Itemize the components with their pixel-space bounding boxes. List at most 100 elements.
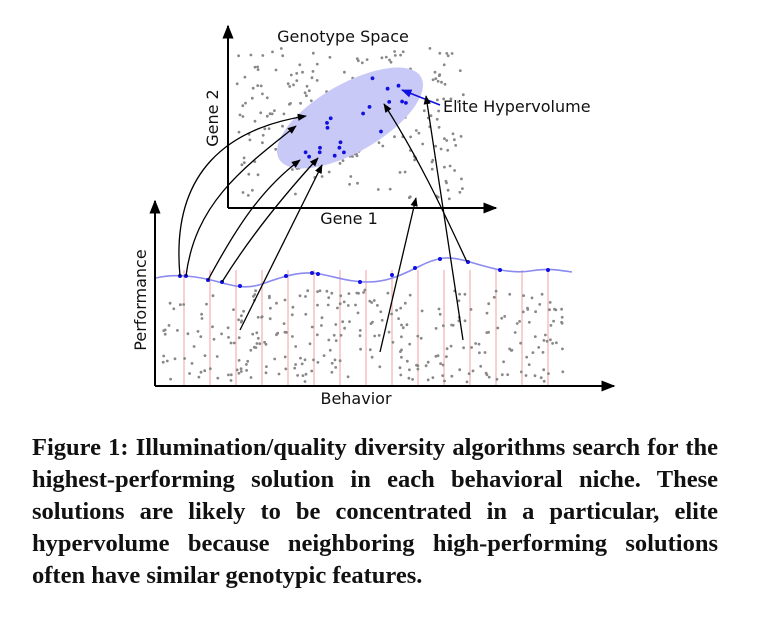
mapping-arrow (207, 159, 301, 281)
elite-pointer-arrow (401, 89, 441, 106)
grey-dot (261, 54, 265, 57)
grey-dot (376, 188, 380, 191)
grey-dot (359, 347, 362, 351)
grey-dot (409, 135, 412, 139)
grey-dot (474, 342, 477, 345)
grey-dot (477, 342, 481, 346)
grey-dot (305, 94, 308, 98)
grey-dot (561, 347, 564, 351)
grey-dot (446, 54, 450, 58)
grey-dot (176, 329, 179, 332)
grey-dot (301, 70, 304, 74)
grey-dot (438, 312, 442, 316)
grey-dot (378, 365, 382, 369)
grey-dot (494, 289, 498, 293)
elite-dot (413, 266, 417, 270)
grey-dot (316, 303, 319, 307)
grey-dot (242, 309, 246, 313)
grey-dot (368, 348, 372, 352)
elite-scatter (303, 76, 408, 159)
grey-dot (445, 355, 448, 358)
grey-dot (542, 368, 546, 372)
mapping-arrow (185, 125, 297, 277)
grey-dot (405, 359, 409, 363)
grey-dot (458, 292, 461, 296)
grey-dot (560, 321, 564, 325)
grey-dot (270, 112, 274, 116)
grey-dot (298, 294, 302, 298)
grey-dot (443, 137, 446, 141)
grey-dot (513, 331, 517, 334)
grey-dot (496, 326, 500, 330)
elite-dot (370, 76, 375, 81)
grey-dot (268, 294, 271, 298)
grey-dot (408, 368, 411, 372)
grey-dot (229, 379, 233, 382)
grey-dot (274, 147, 278, 151)
grey-dot (310, 325, 314, 329)
elite-dot (284, 274, 288, 278)
grey-dot (448, 164, 452, 168)
grey-dot (269, 306, 272, 310)
grey-dot (346, 304, 350, 307)
grey-dot (503, 315, 507, 318)
grey-dot (192, 345, 196, 348)
grey-dot (549, 338, 552, 342)
grey-dot (521, 310, 525, 314)
grey-dot (437, 109, 440, 113)
grey-dot (459, 135, 463, 138)
mapping-arrow (423, 95, 464, 341)
grey-dot (522, 294, 525, 297)
grey-dot (256, 336, 260, 340)
grey-dot (307, 89, 311, 93)
grey-dot (347, 292, 351, 295)
grey-dot (420, 309, 424, 313)
grey-dot (549, 324, 553, 327)
grey-dot (311, 51, 315, 55)
grey-dot (541, 351, 545, 354)
grey-dot (560, 315, 564, 319)
grey-dot (428, 47, 432, 50)
grey-dot (227, 373, 230, 377)
grey-dot (356, 311, 360, 315)
grey-dot (240, 163, 244, 167)
elite-dot (367, 105, 372, 109)
grey-dot (451, 323, 455, 327)
grey-dot (288, 85, 292, 88)
grey-dot (261, 92, 264, 96)
grey-dot (211, 294, 215, 298)
grey-dot (434, 77, 438, 80)
grey-dot (368, 299, 372, 303)
grey-dot (190, 362, 194, 365)
grey-dot (265, 96, 269, 100)
grey-dot (419, 336, 423, 340)
grey-dot (429, 114, 433, 118)
grey-dot (303, 91, 307, 95)
grey-dot (555, 341, 558, 345)
grey-dot (400, 335, 403, 339)
grey-dot (316, 361, 320, 364)
grey-dot (263, 340, 266, 344)
grey-dot (524, 374, 528, 377)
grey-dot (445, 347, 449, 351)
grey-dot (268, 112, 272, 116)
grey-dot (390, 312, 393, 316)
grey-dot (446, 148, 450, 152)
grey-dot (309, 99, 313, 103)
mapping-arrow (239, 164, 323, 331)
grey-dot (461, 93, 465, 97)
grey-dot (439, 362, 442, 365)
grey-dot (348, 182, 351, 186)
grey-dot (318, 289, 322, 293)
grey-dot (408, 342, 412, 346)
grey-dot (249, 53, 253, 57)
grey-dot (343, 70, 346, 74)
grey-dot (275, 301, 278, 305)
grey-dot (453, 138, 456, 142)
grey-dot (244, 101, 247, 105)
grey-dot (241, 191, 245, 194)
grey-dot (251, 332, 255, 336)
grey-dot (235, 82, 239, 86)
grey-dot (552, 319, 555, 323)
grey-dot (548, 308, 551, 312)
